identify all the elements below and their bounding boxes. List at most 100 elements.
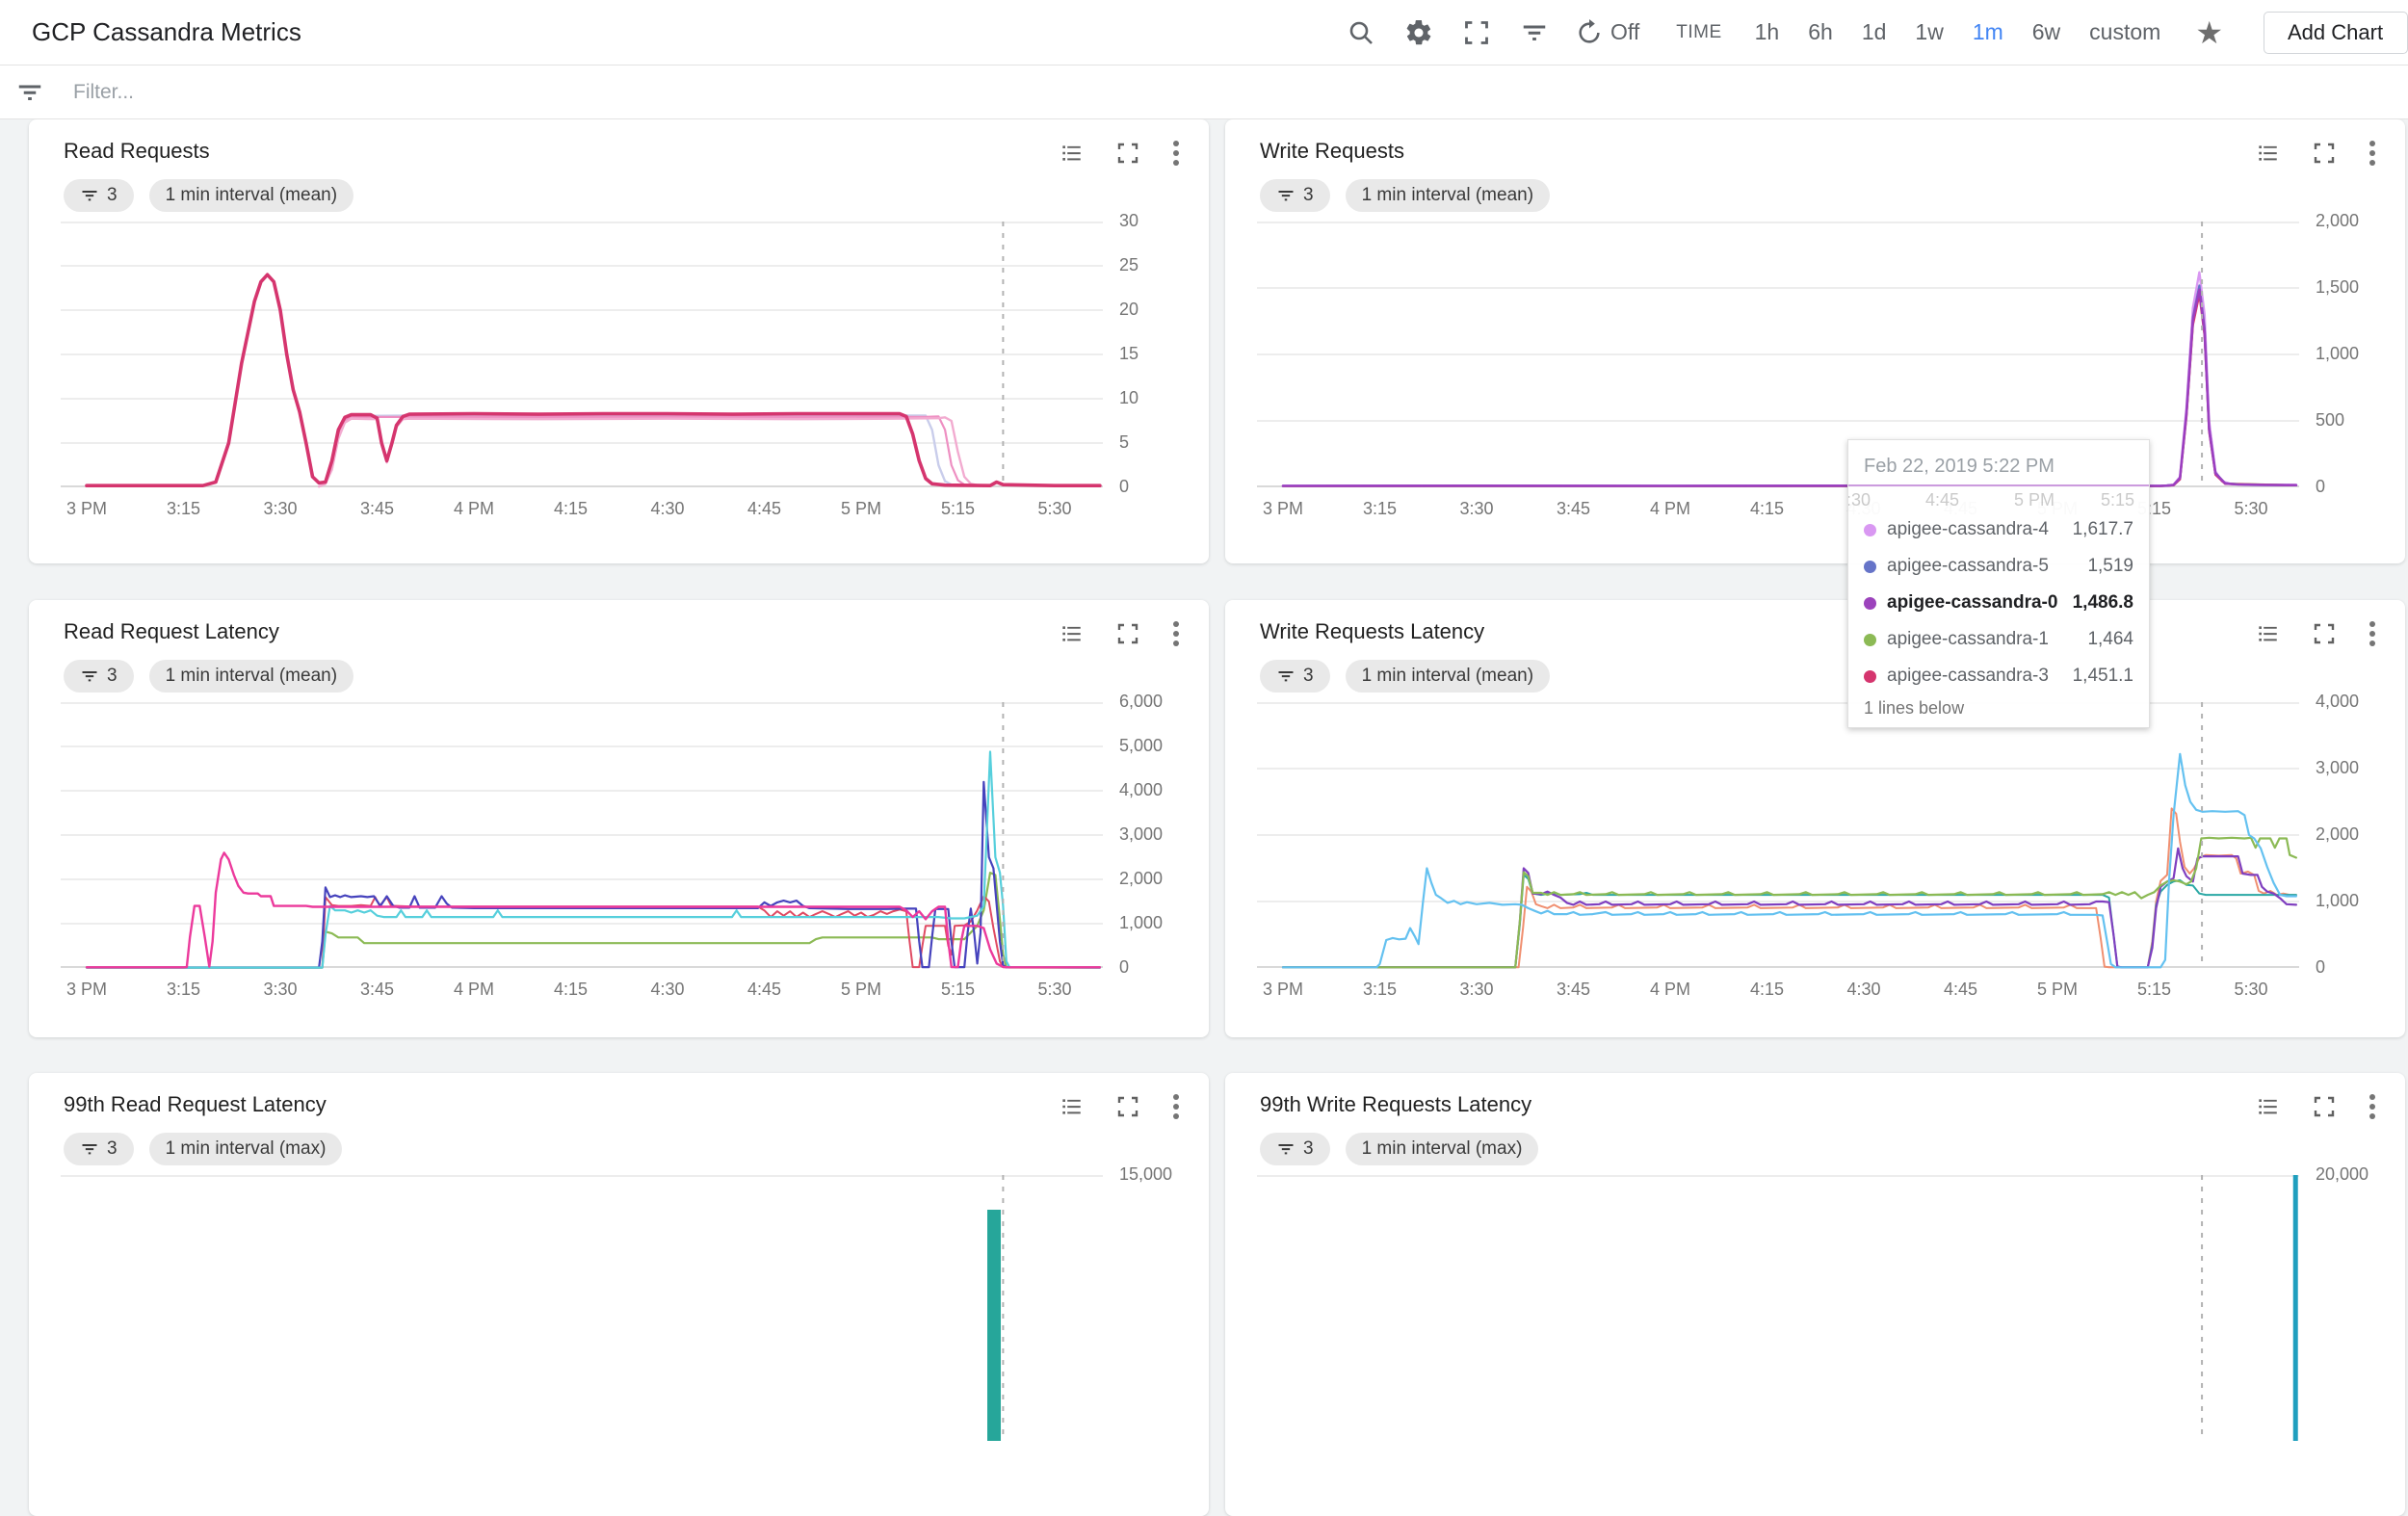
y-tick-label: 5 [1119, 432, 1130, 452]
y-tick-label: 30 [1119, 211, 1139, 230]
fullscreen-icon[interactable] [1460, 16, 1493, 49]
add-chart-button[interactable]: Add Chart [2264, 11, 2408, 54]
kebab-menu-icon[interactable] [2369, 1092, 2376, 1121]
kebab-menu-icon[interactable] [1172, 619, 1180, 648]
expand-chart-icon[interactable] [1116, 622, 1139, 645]
filter-list-icon[interactable] [1518, 16, 1551, 49]
y-tick-label: 4,000 [1119, 780, 1164, 799]
backdrop-axis-label: 4:45 [1925, 490, 1960, 510]
y-tick-label: 0 [2316, 957, 2326, 977]
y-tick-label: 1,000 [2316, 344, 2360, 363]
chart-chips: 3 1 min interval (mean) [1260, 179, 1551, 212]
y-tick-label: 3,000 [1119, 824, 1164, 844]
legend-list-icon[interactable] [1059, 621, 1084, 646]
y-tick-label: 1,000 [1119, 913, 1164, 932]
chart-plot[interactable] [61, 1175, 1103, 1441]
kebab-menu-icon[interactable] [1172, 1092, 1180, 1121]
tooltip-row: apigee-cassandra-3 1,451.1 [1848, 658, 2149, 694]
legend-list-icon[interactable] [1059, 141, 1084, 166]
page-title: GCP Cassandra Metrics [32, 17, 301, 46]
time-range-1m[interactable]: 1m [1972, 19, 2003, 44]
chart-plot[interactable] [1257, 1175, 2299, 1441]
filter-count-chip[interactable]: 3 [1260, 660, 1330, 693]
chart-chips: 3 1 min interval (mean) [64, 660, 354, 693]
time-range-1h[interactable]: 1h [1754, 19, 1780, 44]
expand-chart-icon[interactable] [2313, 142, 2336, 165]
y-tick-label: 15 [1119, 344, 1139, 363]
y-tick-label: 25 [1119, 255, 1139, 274]
expand-chart-icon[interactable] [2313, 622, 2336, 645]
x-tick-label: 5:30 [1037, 499, 1072, 518]
x-tick-label: 3:15 [166, 499, 201, 518]
legend-list-icon[interactable] [2255, 1094, 2280, 1119]
x-tick-label: 5 PM [840, 499, 882, 518]
search-icon[interactable] [1345, 16, 1377, 49]
x-tick-label: 3:45 [359, 499, 395, 518]
refresh-icon [1579, 18, 1600, 43]
x-tick-label: 3 PM [65, 499, 108, 518]
expand-chart-icon[interactable] [1116, 142, 1139, 165]
time-range-6w[interactable]: 6w [2031, 19, 2061, 44]
filter-input[interactable] [71, 79, 942, 105]
interval-chip[interactable]: 1 min interval (mean) [148, 179, 354, 212]
interval-chip[interactable]: 1 min interval (max) [1345, 1133, 1539, 1165]
filter-count-chip[interactable]: 3 [64, 1133, 134, 1165]
chart-card-99th-write-requests-latency: 99th Write Requests Latency 3 1 min inte… [1225, 1073, 2405, 1516]
series-color-dot [1864, 560, 1876, 573]
legend-list-icon[interactable] [2255, 141, 2280, 166]
series-value: 1,451.1 [2072, 666, 2133, 686]
y-tick-label: 6,000 [1119, 692, 1164, 711]
auto-refresh-control[interactable]: Off [1576, 18, 1639, 46]
time-range-1d[interactable]: 1d [1861, 19, 1887, 44]
y-tick-label: 5,000 [1119, 736, 1164, 755]
chart-actions [2255, 139, 2376, 168]
x-tick-label: 4 PM [453, 499, 495, 518]
kebab-menu-icon[interactable] [2369, 139, 2376, 168]
series-value: 1,486.8 [2072, 592, 2133, 613]
filter-icon [15, 78, 44, 107]
interval-chip[interactable]: 1 min interval (mean) [1345, 179, 1551, 212]
interval-chip[interactable]: 1 min interval (mean) [148, 660, 354, 693]
filter-count-chip[interactable]: 3 [1260, 179, 1330, 212]
x-tick-label: 3:30 [1459, 980, 1494, 999]
chart-chips: 3 1 min interval (max) [1260, 1133, 1539, 1165]
legend-list-icon[interactable] [2255, 621, 2280, 646]
time-range-1w[interactable]: 1w [1915, 19, 1944, 44]
chart-title: 99th Write Requests Latency [1260, 1092, 1532, 1116]
filter-count-chip[interactable]: 3 [64, 179, 134, 212]
chart-chips: 3 1 min interval (mean) [64, 179, 354, 212]
y-tick-label: 15,000 [1119, 1164, 1173, 1184]
filter-count-chip[interactable]: 3 [1260, 1133, 1330, 1165]
chart-chips: 3 1 min interval (max) [64, 1133, 343, 1165]
expand-chart-icon[interactable] [1116, 1095, 1139, 1118]
expand-chart-icon[interactable] [2313, 1095, 2336, 1118]
chart-plot[interactable] [1257, 702, 2299, 969]
x-tick-label: 5:30 [2234, 980, 2268, 999]
time-range-6h[interactable]: 6h [1808, 19, 1833, 44]
chart-title: 99th Read Request Latency [64, 1092, 327, 1116]
kebab-menu-icon[interactable] [2369, 619, 2376, 648]
chart-plot[interactable] [61, 222, 1103, 488]
tooltip-row: apigee-cassandra-4 1,617.7 [1848, 511, 2149, 548]
tooltip-row: apigee-cassandra-5 1,519 [1848, 548, 2149, 585]
time-range-custom[interactable]: custom [2089, 19, 2161, 44]
chart-actions [1059, 619, 1180, 648]
y-tick-label: 3,000 [2316, 758, 2360, 777]
kebab-menu-icon[interactable] [1172, 139, 1180, 168]
interval-chip[interactable]: 1 min interval (max) [148, 1133, 343, 1165]
x-tick-label: 4 PM [453, 980, 495, 999]
chart-title: Write Requests [1260, 139, 1404, 163]
y-tick-label: 20,000 [2316, 1164, 2369, 1184]
chart-card-write-requests: Write Requests 3 1 min interval (mean) 0… [1225, 119, 2405, 563]
interval-chip[interactable]: 1 min interval (mean) [1345, 660, 1551, 693]
star-favorite-icon[interactable]: ★ [2195, 14, 2223, 50]
chart-card-read-requests: Read Requests 3 1 min interval (mean) 0 5… [29, 119, 1209, 563]
x-tick-label: 3 PM [65, 980, 108, 999]
chart-plot[interactable] [61, 702, 1103, 969]
x-tick-label: 4:15 [553, 499, 589, 518]
x-tick-label: 3:30 [1459, 499, 1494, 518]
settings-gear-icon[interactable] [1402, 16, 1435, 49]
legend-list-icon[interactable] [1059, 1094, 1084, 1119]
series-color-dot [1864, 523, 1876, 536]
filter-count-chip[interactable]: 3 [64, 660, 134, 693]
